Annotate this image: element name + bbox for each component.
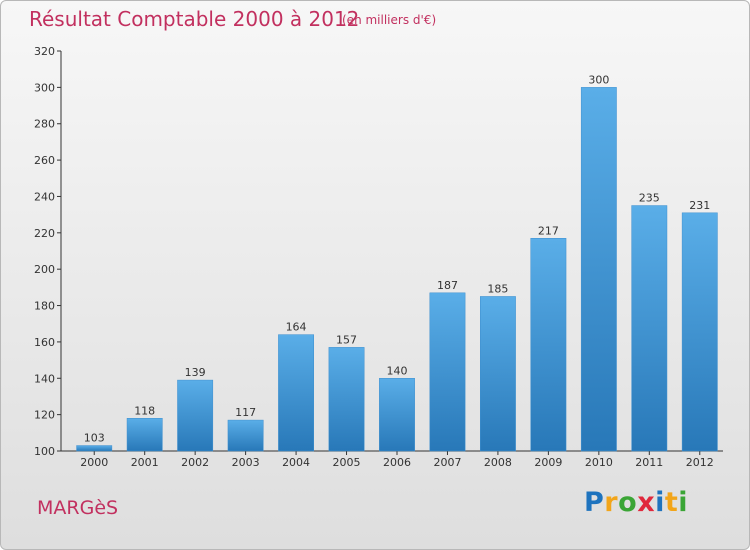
x-tick-label: 2008: [484, 456, 512, 469]
x-tick-label: 2011: [635, 456, 663, 469]
bar-2003: [227, 419, 264, 452]
x-tick-label: 2010: [585, 456, 613, 469]
y-tick-label: 140: [34, 372, 55, 385]
x-tick-label: 2009: [534, 456, 562, 469]
bar-2009: [530, 238, 567, 452]
logo-letter: P: [584, 487, 605, 518]
proxiti-logo: Proxiti: [584, 487, 688, 518]
x-tick-label: 2006: [383, 456, 411, 469]
y-tick-label: 100: [34, 445, 55, 458]
bar-2010: [580, 87, 617, 452]
x-tick-label: 2002: [181, 456, 209, 469]
bar-2011: [631, 205, 668, 452]
data-label-2006: 140: [387, 364, 408, 377]
y-tick-label: 120: [34, 409, 55, 422]
logo-letter: i: [655, 487, 665, 518]
data-label-2003: 117: [235, 406, 256, 419]
town-name: MARGèS: [37, 497, 119, 519]
y-tick-label: 200: [34, 263, 55, 276]
logo-letter: o: [618, 487, 638, 518]
data-label-2012: 231: [689, 199, 710, 212]
chart-unit: (en milliers d'€): [342, 13, 437, 27]
y-tick-label: 260: [34, 154, 55, 167]
data-label-2009: 217: [538, 224, 559, 237]
data-label-2004: 164: [286, 321, 307, 334]
logo-letter: t: [664, 487, 679, 518]
logo-letter: r: [604, 487, 619, 518]
y-tick-label: 180: [34, 300, 55, 313]
x-tick-label: 2004: [282, 456, 310, 469]
bar-2005: [328, 347, 365, 452]
bar-2007: [429, 292, 466, 452]
chart-title: Résultat Comptable 2000 à 2012: [29, 7, 360, 31]
data-label-2010: 300: [588, 73, 609, 86]
x-tick-label: 2003: [232, 456, 260, 469]
y-tick-label: 220: [34, 227, 55, 240]
bar-2012: [681, 212, 718, 452]
bar-2008: [480, 296, 516, 452]
data-label-2002: 139: [185, 366, 206, 379]
x-tick-label: 2005: [333, 456, 361, 469]
x-tick-label: 2001: [131, 456, 159, 469]
bar-2004: [278, 334, 314, 452]
data-label-2011: 235: [639, 192, 660, 205]
y-tick-label: 280: [34, 118, 55, 131]
y-tick-label: 320: [34, 45, 55, 58]
bar-2001: [126, 418, 163, 452]
data-label-2005: 157: [336, 333, 357, 346]
logo-letter: i: [678, 487, 689, 518]
y-tick-label: 300: [34, 81, 55, 94]
y-tick-label: 160: [34, 336, 55, 349]
y-tick-label: 240: [34, 190, 55, 203]
x-tick-label: 2000: [80, 456, 108, 469]
data-label-2008: 185: [487, 282, 508, 295]
data-label-2007: 187: [437, 279, 458, 292]
bar-2006: [379, 378, 415, 452]
x-tick-label: 2012: [686, 456, 714, 469]
bar-2000: [76, 445, 113, 452]
x-tick-label: 2007: [433, 456, 461, 469]
data-label-2000: 103: [84, 432, 105, 445]
data-label-2001: 118: [134, 404, 155, 417]
logo-letter: x: [637, 487, 656, 518]
bar-2002: [177, 379, 214, 452]
